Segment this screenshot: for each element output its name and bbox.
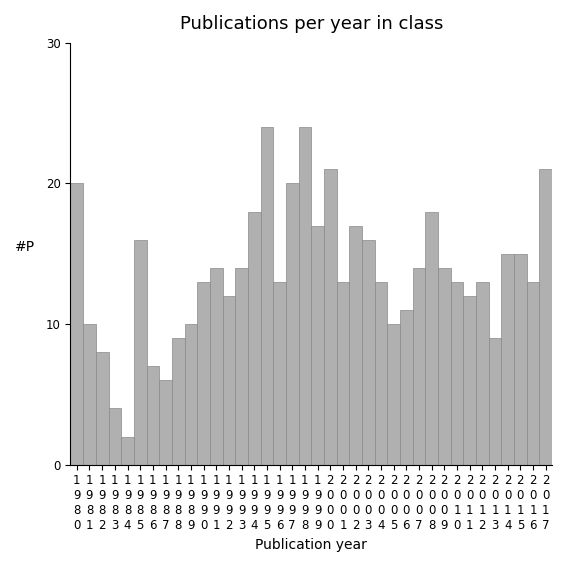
Bar (210, 268, 223, 465)
Bar (248, 211, 261, 465)
Bar (299, 127, 311, 465)
Bar (108, 408, 121, 465)
Bar (146, 366, 159, 465)
X-axis label: Publication year: Publication year (255, 538, 367, 552)
Title: Publications per year in class: Publications per year in class (180, 15, 443, 33)
Bar (273, 282, 286, 465)
Bar (197, 282, 210, 465)
Bar (400, 310, 413, 465)
Bar (324, 170, 337, 465)
Bar (311, 226, 324, 465)
Bar (501, 254, 514, 465)
Bar (425, 211, 438, 465)
Bar (539, 170, 552, 465)
Bar (349, 226, 362, 465)
Bar (235, 268, 248, 465)
Bar (476, 282, 489, 465)
Bar (514, 254, 527, 465)
Bar (362, 240, 375, 465)
Bar (527, 282, 539, 465)
Bar (286, 184, 299, 465)
Bar (489, 338, 501, 465)
Bar (70, 184, 83, 465)
Bar (438, 268, 451, 465)
Bar (451, 282, 463, 465)
Bar (387, 324, 400, 465)
Y-axis label: #P: #P (15, 240, 35, 254)
Bar (172, 338, 184, 465)
Bar (184, 324, 197, 465)
Bar (375, 282, 387, 465)
Bar (96, 352, 108, 465)
Bar (413, 268, 425, 465)
Bar (337, 282, 349, 465)
Bar (121, 437, 134, 465)
Bar (261, 127, 273, 465)
Bar (223, 296, 235, 465)
Bar (83, 324, 96, 465)
Bar (463, 296, 476, 465)
Bar (134, 240, 146, 465)
Bar (159, 380, 172, 465)
